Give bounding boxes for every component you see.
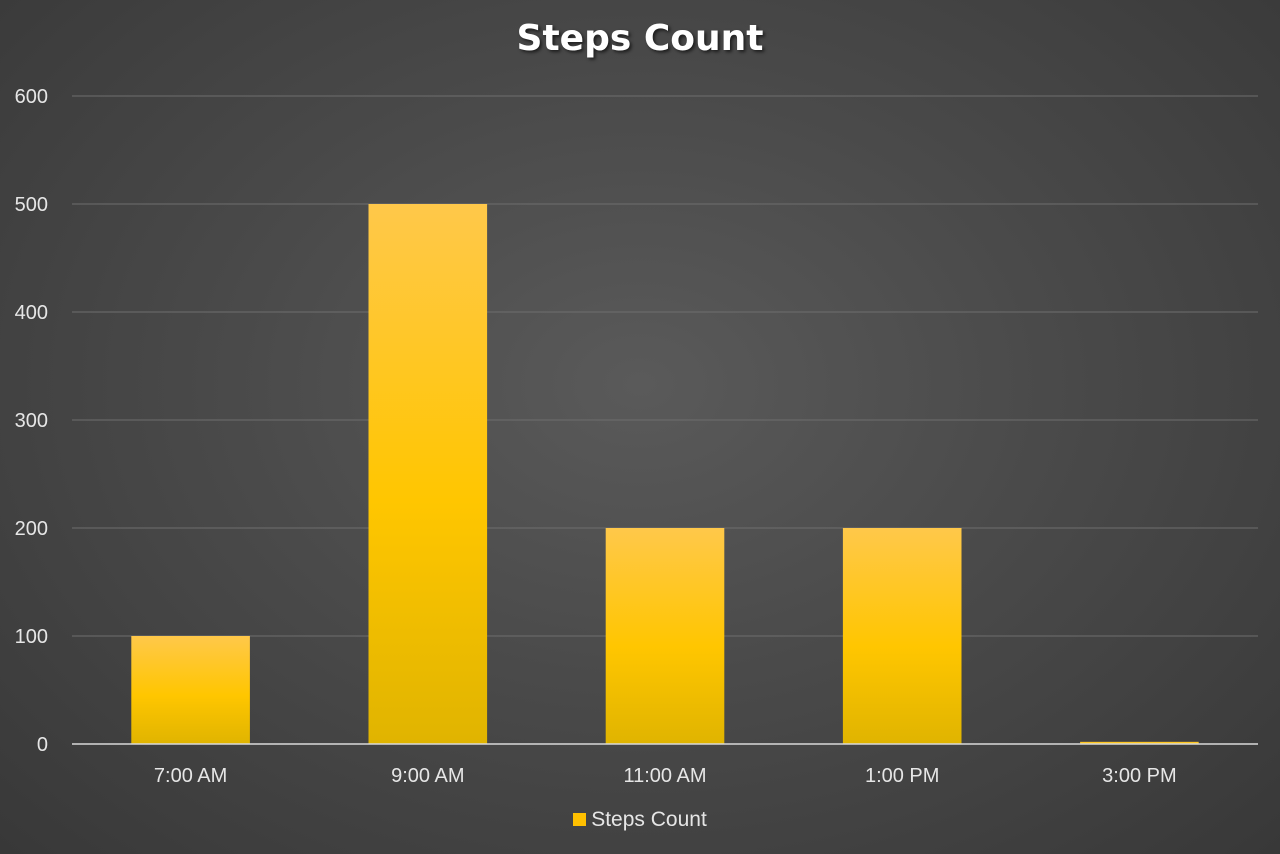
y-tick-label: 600 xyxy=(15,86,48,108)
x-tick-label: 3:00 PM xyxy=(1102,765,1176,787)
bar xyxy=(131,636,250,744)
legend-label: Steps Count xyxy=(591,808,707,831)
x-tick-label: 11:00 AM xyxy=(623,765,706,787)
legend-swatch xyxy=(573,813,587,826)
y-tick-label: 200 xyxy=(15,518,48,540)
y-tick-label: 0 xyxy=(37,734,48,756)
bar xyxy=(842,528,962,744)
bar xyxy=(1080,741,1199,744)
y-tick-label: 400 xyxy=(15,302,48,324)
y-tick-label: 500 xyxy=(15,194,48,216)
y-tick-label: 100 xyxy=(15,626,48,648)
bar xyxy=(605,528,725,744)
chart-title: Steps Count xyxy=(516,18,764,59)
x-tick-label: 1:00 PM xyxy=(865,765,939,787)
x-tick-label: 9:00 AM xyxy=(391,765,464,787)
legend: Steps Count xyxy=(0,808,1280,832)
x-tick-label: 7:00 AM xyxy=(154,765,227,787)
bar xyxy=(368,204,488,744)
y-tick-label: 300 xyxy=(15,410,48,432)
